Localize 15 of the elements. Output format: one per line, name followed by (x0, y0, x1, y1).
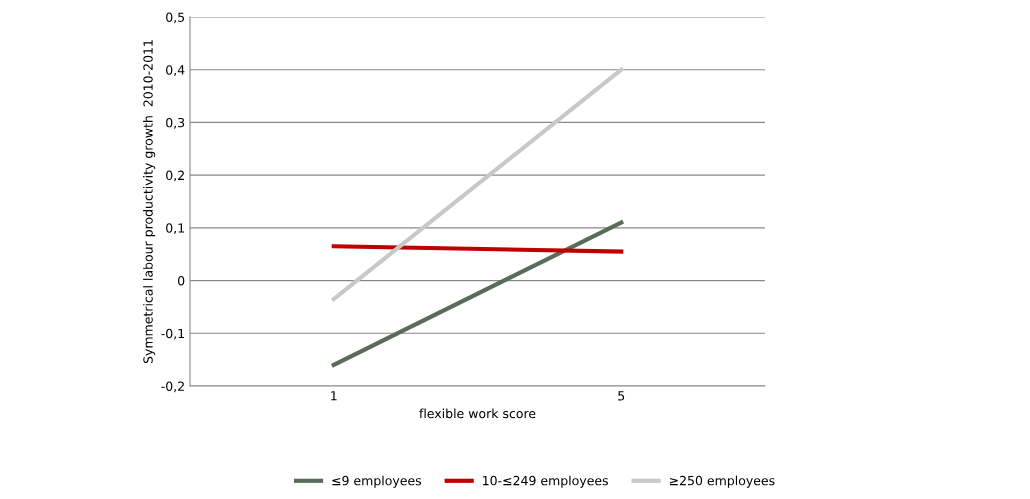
legend-label: ≤9 employees (332, 475, 422, 488)
legend-label: 10-≤249 employees (483, 475, 608, 488)
y-tick-label: 0,2 (166, 170, 184, 182)
y-tick-label: -0,1 (161, 328, 184, 340)
y-tick-label: 0,1 (166, 223, 184, 235)
y-tick-label: 0,3 (166, 117, 185, 129)
x-tick-label: 5 (618, 391, 625, 401)
y-tick-label: 0 (178, 276, 185, 286)
y-tick-label: -0,2 (161, 381, 184, 393)
x-axis-title: flexible work score (419, 408, 536, 419)
x-tick-label: 1 (331, 391, 337, 401)
legend-label: ≥250 employees (669, 475, 775, 488)
y-tick-label: 0,5 (166, 12, 185, 24)
y-axis-title: Symmetrical labour productivity growth 2010-2011 (143, 40, 156, 364)
y-tick-label: 0,4 (166, 65, 185, 76)
